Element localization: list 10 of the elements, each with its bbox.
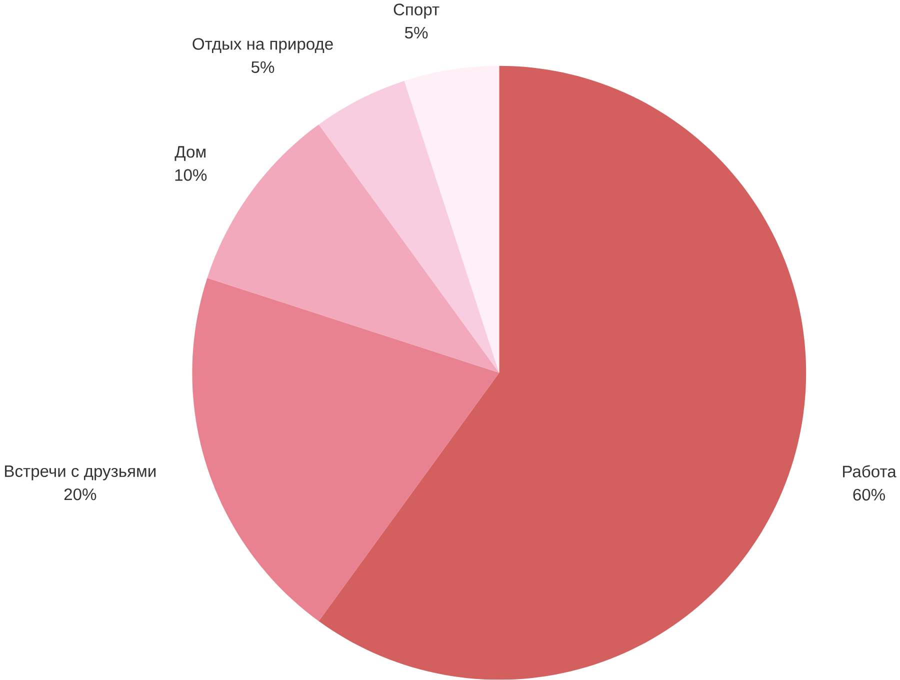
slice-label: Дом bbox=[174, 146, 206, 161]
slice-label: Встречи с друзьями bbox=[5, 466, 156, 480]
slice-label: Отдых на природе bbox=[192, 38, 333, 54]
data-label: 5% bbox=[404, 27, 428, 39]
data-label: 60% bbox=[853, 488, 885, 501]
slice-label: Спорт bbox=[394, 4, 440, 19]
data-label: 5% bbox=[251, 61, 274, 74]
data-label: 10% bbox=[175, 169, 207, 181]
slice-label: Работа bbox=[843, 465, 896, 478]
data-label: 20% bbox=[64, 488, 96, 500]
